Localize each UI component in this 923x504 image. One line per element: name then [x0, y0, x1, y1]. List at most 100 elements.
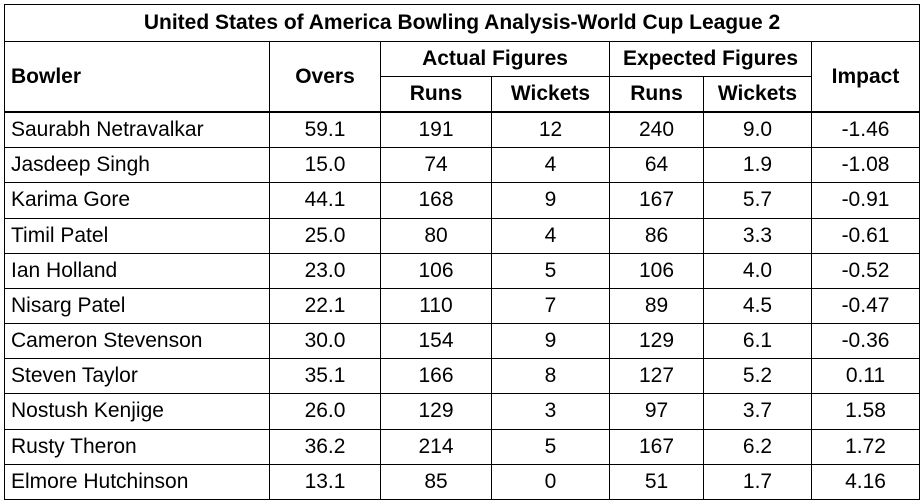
- cell-actual-runs: 154: [380, 323, 492, 360]
- cell-actual-runs: 166: [380, 358, 492, 395]
- cell-expected-runs: 106: [609, 252, 704, 289]
- cell-actual-runs: 80: [380, 217, 492, 254]
- cell-expected-wickets: 9.0: [703, 111, 812, 149]
- cell-impact: -0.36: [811, 323, 920, 360]
- cell-expected-runs: 240: [609, 111, 704, 149]
- cell-actual-wickets: 3: [491, 393, 610, 430]
- cell-bowler: Ian Holland: [4, 252, 270, 289]
- header-expected-wickets: Wickets: [703, 76, 812, 113]
- cell-actual-wickets: 5: [491, 428, 610, 465]
- cell-actual-wickets: 9: [491, 182, 610, 219]
- cell-actual-wickets: 4: [491, 217, 610, 254]
- cell-overs: 25.0: [269, 217, 381, 254]
- cell-overs: 23.0: [269, 252, 381, 289]
- cell-bowler: Cameron Stevenson: [4, 323, 270, 360]
- header-bowler: Bowler: [4, 41, 270, 113]
- cell-impact: 0.11: [811, 358, 920, 395]
- cell-expected-runs: 129: [609, 323, 704, 360]
- cell-overs: 59.1: [269, 111, 381, 149]
- cell-expected-runs: 89: [609, 287, 704, 325]
- table-row: Ian Holland 23.0 106 5 106 4.0 -0.52: [4, 252, 920, 289]
- header-actual-runs: Runs: [380, 76, 492, 113]
- cell-actual-wickets: 5: [491, 252, 610, 289]
- table-row: Rusty Theron 36.2 214 5 167 6.2 1.72: [4, 428, 920, 465]
- cell-overs: 15.0: [269, 147, 381, 184]
- cell-expected-runs: 97: [609, 393, 704, 430]
- cell-expected-wickets: 3.3: [703, 217, 812, 254]
- table-body: Saurabh Netravalkar 59.1 191 12 240 9.0 -1.46 J…: [4, 111, 920, 501]
- cell-expected-runs: 167: [609, 182, 704, 219]
- cell-actual-wickets: 9: [491, 323, 610, 360]
- cell-overs: 30.0: [269, 323, 381, 360]
- header-overs: Overs: [269, 41, 381, 113]
- cell-expected-runs: 86: [609, 217, 704, 254]
- header-impact: Impact: [811, 41, 920, 113]
- table-row: Timil Patel 25.0 80 4 86 3.3 -0.61: [4, 217, 920, 254]
- cell-overs: 26.0: [269, 393, 381, 430]
- header-actual-wickets: Wickets: [491, 76, 610, 113]
- cell-impact: 4.16: [811, 463, 920, 501]
- cell-expected-runs: 127: [609, 358, 704, 395]
- cell-bowler: Timil Patel: [4, 217, 270, 254]
- cell-actual-wickets: 4: [491, 147, 610, 184]
- cell-bowler: Nisarg Patel: [4, 287, 270, 325]
- cell-expected-wickets: 5.7: [703, 182, 812, 219]
- cell-bowler: Jasdeep Singh: [4, 147, 270, 184]
- cell-expected-wickets: 3.7: [703, 393, 812, 430]
- cell-impact: -0.91: [811, 182, 920, 219]
- cell-actual-runs: 106: [380, 252, 492, 289]
- table-row: Karima Gore 44.1 168 9 167 5.7 -0.91: [4, 182, 920, 219]
- cell-expected-wickets: 4.0: [703, 252, 812, 289]
- cell-expected-wickets: 5.2: [703, 358, 812, 395]
- cell-expected-runs: 51: [609, 463, 704, 501]
- table-row: Steven Taylor 35.1 166 8 127 5.2 0.11: [4, 358, 920, 395]
- cell-expected-wickets: 6.2: [703, 428, 812, 465]
- cell-expected-runs: 64: [609, 147, 704, 184]
- cell-actual-wickets: 0: [491, 463, 610, 501]
- cell-impact: -1.08: [811, 147, 920, 184]
- cell-overs: 13.1: [269, 463, 381, 501]
- cell-expected-runs: 167: [609, 428, 704, 465]
- cell-actual-runs: 129: [380, 393, 492, 430]
- cell-expected-wickets: 4.5: [703, 287, 812, 325]
- header-expected-runs: Runs: [609, 76, 704, 113]
- cell-expected-wickets: 6.1: [703, 323, 812, 360]
- cell-expected-wickets: 1.9: [703, 147, 812, 184]
- table-row: Cameron Stevenson 30.0 154 9 129 6.1 -0.36: [4, 323, 920, 360]
- cell-bowler: Karima Gore: [4, 182, 270, 219]
- cell-bowler: Saurabh Netravalkar: [4, 111, 270, 149]
- cell-actual-runs: 168: [380, 182, 492, 219]
- cell-overs: 22.1: [269, 287, 381, 325]
- table-row: Nisarg Patel 22.1 110 7 89 4.5 -0.47: [4, 287, 920, 325]
- cell-actual-runs: 74: [380, 147, 492, 184]
- table-title: United States of America Bowling Analysi…: [4, 4, 920, 42]
- table-row: Elmore Hutchinson 13.1 85 0 51 1.7 4.16: [4, 463, 920, 501]
- cell-overs: 36.2: [269, 428, 381, 465]
- cell-impact: -0.52: [811, 252, 920, 289]
- cell-actual-runs: 110: [380, 287, 492, 325]
- table-row: Nostush Kenjige 26.0 129 3 97 3.7 1.58: [4, 393, 920, 430]
- cell-actual-wickets: 12: [491, 111, 610, 149]
- cell-overs: 44.1: [269, 182, 381, 219]
- header-expected-figures: Expected Figures: [609, 41, 812, 77]
- cell-bowler: Rusty Theron: [4, 428, 270, 465]
- cell-actual-runs: 214: [380, 428, 492, 465]
- cell-impact: 1.58: [811, 393, 920, 430]
- cell-expected-wickets: 1.7: [703, 463, 812, 501]
- cell-impact: 1.72: [811, 428, 920, 465]
- cell-actual-runs: 191: [380, 111, 492, 149]
- cell-actual-runs: 85: [380, 463, 492, 501]
- cell-bowler: Nostush Kenjige: [4, 393, 270, 430]
- cell-bowler: Elmore Hutchinson: [4, 463, 270, 501]
- cell-actual-wickets: 8: [491, 358, 610, 395]
- cell-actual-wickets: 7: [491, 287, 610, 325]
- table-row: Saurabh Netravalkar 59.1 191 12 240 9.0 -1.46: [4, 111, 920, 149]
- cell-impact: -1.46: [811, 111, 920, 149]
- table-row: Jasdeep Singh 15.0 74 4 64 1.9 -1.08: [4, 147, 920, 184]
- cell-overs: 35.1: [269, 358, 381, 395]
- header-actual-figures: Actual Figures: [380, 41, 610, 77]
- cell-impact: -0.47: [811, 287, 920, 325]
- cell-bowler: Steven Taylor: [4, 358, 270, 395]
- bowling-analysis-table: United States of America Bowling Analysi…: [4, 4, 920, 501]
- cell-impact: -0.61: [811, 217, 920, 254]
